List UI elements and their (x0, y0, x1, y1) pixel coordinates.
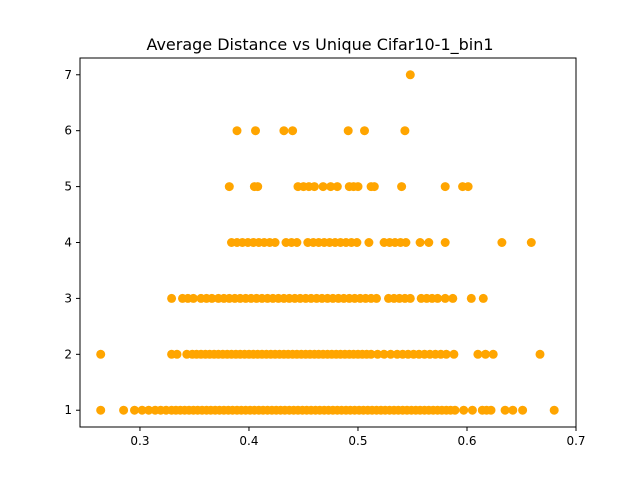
data-point (369, 182, 379, 192)
data-point (292, 238, 302, 247)
data-point (448, 293, 458, 303)
data-point (366, 349, 376, 359)
data-point (360, 126, 369, 136)
data-point (96, 349, 106, 359)
data-point (379, 349, 389, 359)
data-point (318, 182, 328, 192)
data-point (251, 126, 260, 136)
data-point (232, 126, 242, 136)
data-point (224, 182, 234, 192)
data-point (508, 405, 518, 415)
data-point (500, 405, 510, 415)
data-point (433, 293, 443, 303)
data-point (405, 293, 415, 303)
data-point (188, 293, 198, 303)
data-point (167, 293, 177, 303)
y-tick-label: 5 (64, 180, 72, 194)
x-tick-label: 0.5 (348, 434, 367, 448)
data-point (449, 349, 459, 359)
y-tick-label: 4 (64, 236, 72, 250)
data-point (400, 126, 410, 136)
data-point (535, 349, 545, 359)
data-point (481, 349, 490, 359)
y-tick-label: 3 (64, 291, 72, 305)
x-axis: 0.3 0.4 0.5 0.6 0.7 (130, 427, 586, 448)
data-point (549, 405, 559, 415)
data-point (518, 405, 528, 415)
data-point (405, 70, 415, 80)
data-point (440, 182, 450, 192)
data-point (397, 182, 407, 192)
data-point (488, 349, 498, 359)
data-point (440, 238, 450, 247)
data-point (450, 405, 460, 415)
data-point (424, 238, 434, 247)
data-point (352, 238, 362, 247)
x-tick-label: 0.6 (457, 434, 476, 448)
y-tick-label: 2 (64, 347, 72, 361)
y-tick-label: 1 (64, 403, 72, 417)
chart-title: Average Distance vs Unique Cifar10-1_bin… (146, 35, 493, 55)
data-point (172, 349, 182, 359)
data-point (343, 126, 353, 136)
data-point (309, 182, 319, 192)
data-point (253, 182, 263, 192)
data-point (332, 182, 342, 192)
data-point (288, 126, 298, 136)
data-point (364, 238, 374, 247)
data-point (144, 405, 154, 415)
x-tick-label: 0.4 (239, 434, 258, 448)
data-point (386, 349, 396, 359)
data-point (96, 405, 106, 415)
data-point (372, 293, 381, 303)
data-point (441, 349, 451, 359)
data-point (486, 405, 496, 415)
data-point (137, 405, 147, 415)
data-point (270, 238, 280, 247)
data-point (119, 405, 129, 415)
x-tick-label: 0.3 (130, 434, 149, 448)
data-point (440, 293, 450, 303)
data-point (279, 126, 289, 136)
data-point (130, 405, 139, 415)
data-point (326, 182, 336, 192)
data-point (207, 293, 217, 303)
points-layer (96, 70, 559, 415)
data-point (526, 238, 536, 247)
y-tick-label: 7 (64, 68, 72, 82)
data-point (478, 293, 488, 303)
y-axis: 1 2 3 4 5 6 7 (64, 68, 80, 417)
data-point (473, 349, 483, 359)
data-point (463, 182, 473, 192)
data-point (467, 405, 477, 415)
data-point (497, 238, 507, 247)
y-tick-label: 6 (64, 124, 72, 138)
data-point (353, 182, 363, 192)
data-point (415, 238, 425, 247)
data-point (459, 405, 469, 415)
data-point (373, 349, 383, 359)
data-point (466, 293, 476, 303)
data-point (401, 238, 411, 247)
x-tick-label: 0.7 (566, 434, 585, 448)
